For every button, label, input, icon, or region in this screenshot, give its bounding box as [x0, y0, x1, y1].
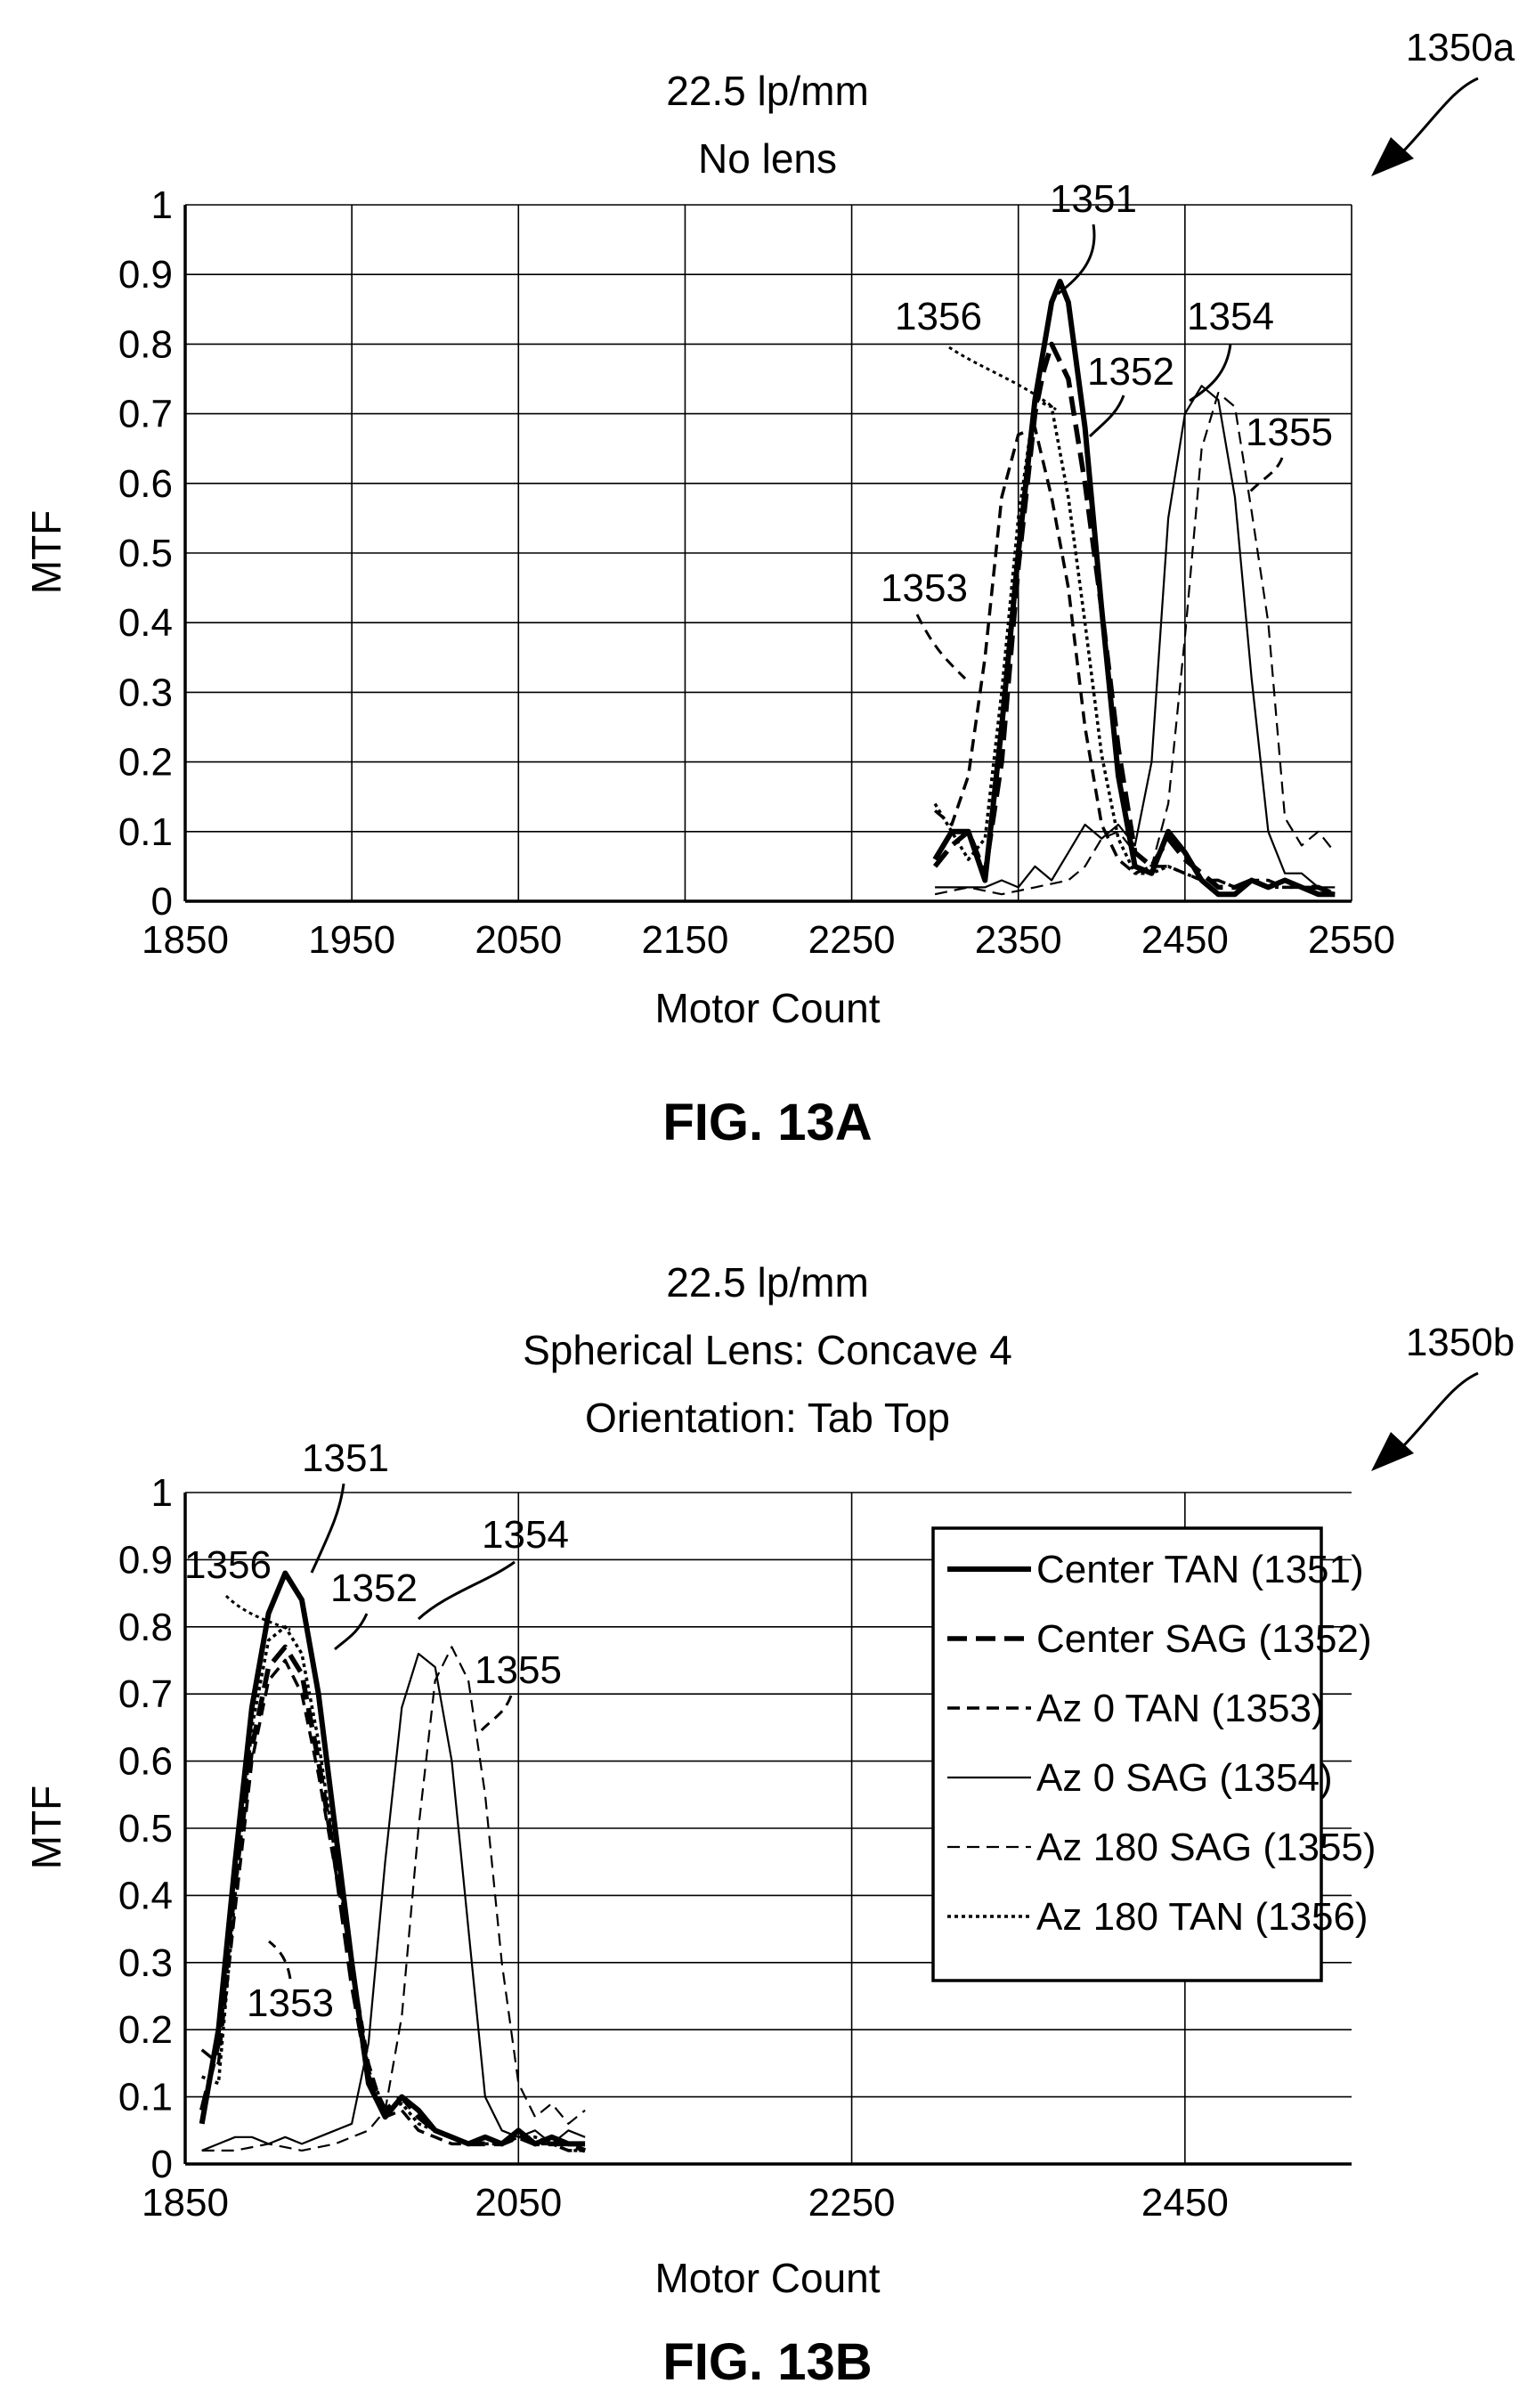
x-tick-label: 1850	[142, 918, 229, 962]
y-tick-label: 0.9	[118, 1538, 173, 1582]
y-tick-label: 1	[151, 183, 173, 227]
figure-13b: 22.5 lp/mm Spherical Lens: Concave 4 Ori…	[23, 1259, 1515, 2391]
y-tick-label: 0.8	[118, 322, 173, 366]
x-tick-label: 2550	[1308, 918, 1395, 962]
chart-b-reference-number: 1350b	[1406, 1321, 1515, 1364]
x-tick-label: 2250	[808, 2181, 896, 2225]
y-tick-label: 0.2	[118, 741, 173, 785]
gridlines	[184, 204, 1352, 902]
callout-label-1353: 1353	[247, 1981, 334, 2025]
callout-leader-1351	[310, 1483, 345, 1574]
x-tick-label: 2450	[1141, 918, 1229, 962]
callout-leader-1352	[1088, 395, 1125, 438]
callouts: 1351 1352 1353 1354 1355 1356	[184, 1436, 569, 2025]
y-tick-label: 0.7	[118, 393, 173, 436]
x-tick-label: 2450	[1141, 2181, 1229, 2225]
y-tick-label: 0.4	[118, 601, 173, 645]
y-tick-label: 0.5	[118, 1807, 173, 1851]
callout-leader-1355	[1248, 457, 1284, 493]
callout-label-1351: 1351	[1050, 177, 1137, 221]
x-tick-label: 1850	[142, 2181, 229, 2225]
callout-label-1352: 1352	[1087, 350, 1174, 394]
series-group	[199, 1570, 587, 2153]
callout-label-1354: 1354	[482, 1513, 569, 1557]
callout-leader-1353	[915, 614, 967, 680]
series-line-1353	[933, 426, 1336, 896]
callout-label-1354: 1354	[1187, 295, 1274, 338]
series-line-1355	[201, 1646, 586, 2152]
y-tick-label: 0.9	[118, 253, 173, 297]
chart-a-plot: 0 0.1 0.2 0.3 0.4 0.5 0.6 0.7 0.8 0.9 1 1850 1950 205…	[118, 177, 1395, 962]
y-tick-label: 1	[151, 1471, 173, 1515]
series-group	[932, 279, 1336, 898]
y-tick-label: 0.5	[118, 532, 173, 575]
x-tick-label: 2250	[808, 918, 896, 962]
legend: Center TAN (1351) Center SAG (1352) Az 0 T…	[931, 1526, 1377, 1982]
legend-item-1354: Az 0 SAG (1354)	[1036, 1756, 1333, 1800]
chart-b-title-line-1: 22.5 lp/mm	[666, 1259, 869, 1306]
y-tick-label: 0.6	[118, 462, 173, 506]
y-tick-label: 0.2	[118, 2008, 173, 2052]
callout-label-1355: 1355	[475, 1648, 562, 1692]
callout-leader-1351	[1057, 224, 1096, 296]
x-tick-label: 2050	[475, 918, 562, 962]
x-tick-label: 2050	[475, 2181, 562, 2225]
y-tick-label: 0.3	[118, 1941, 173, 1985]
legend-item-1356: Az 180 TAN (1356)	[1036, 1895, 1369, 1939]
chart-b-title-line-2: Spherical Lens: Concave 4	[523, 1327, 1012, 1373]
legend-item-1355: Az 180 SAG (1355)	[1036, 1826, 1377, 1869]
y-tick-label: 0.4	[118, 1874, 173, 1917]
x-tick-label: 1950	[308, 918, 395, 962]
callout-leader-1353	[268, 1940, 292, 1980]
series-line-1356	[201, 1625, 586, 2152]
figure-13a: 22.5 lp/mm No lens 1350a 0 0.1 0.2 0.3 0.4 0.…	[23, 26, 1515, 1151]
chart-a-y-axis-label: MTF	[23, 510, 69, 595]
series-line-1353	[200, 1658, 586, 2152]
y-tick-label: 0.1	[118, 810, 173, 854]
chart-a-title-line-2: No lens	[698, 135, 837, 182]
chart-b-x-axis-label: Motor Count	[654, 2255, 880, 2301]
y-tick-label: 0.8	[118, 1606, 173, 1649]
callout-label-1352: 1352	[330, 1566, 418, 1610]
x-tick-label: 2350	[975, 918, 1062, 962]
y-tick-label: 0.7	[118, 1672, 173, 1716]
chart-a-x-axis-label: Motor Count	[654, 985, 880, 1031]
chart-b-reference-arrow	[1371, 1371, 1479, 1471]
callout-leader-1352	[334, 1613, 369, 1651]
callout-label-1356: 1356	[895, 295, 982, 338]
figure-13a-caption: FIG. 13A	[662, 1094, 872, 1151]
x-tick-label: 2150	[641, 918, 728, 962]
callout-label-1355: 1355	[1246, 411, 1333, 454]
chart-a-reference-arrow	[1371, 77, 1479, 176]
series-line-1352	[932, 341, 1336, 897]
legend-box	[931, 1526, 1323, 1982]
chart-b-plot: 0 0.1 0.2 0.3 0.4 0.5 0.6 0.7 0.8 0.9 1 1850 2050 225…	[118, 1436, 1377, 2225]
chart-b-y-axis-label: MTF	[23, 1786, 69, 1870]
y-tick-label: 0.6	[118, 1740, 173, 1784]
callouts: 1351 1352 1353 1354 1355 1356	[881, 177, 1333, 680]
y-tick-label: 0	[151, 880, 173, 923]
y-tick-label: 0	[151, 2143, 173, 2186]
callout-label-1356: 1356	[184, 1543, 272, 1587]
series-line-1356	[933, 398, 1336, 896]
figure-13b-caption: FIG. 13B	[662, 2333, 872, 2391]
chart-a-title-line-1: 22.5 lp/mm	[666, 68, 869, 114]
series-line-1355	[934, 392, 1336, 896]
callout-leader-1356	[224, 1594, 291, 1631]
chart-a-reference-number: 1350a	[1406, 26, 1515, 69]
callout-leader-1354	[1189, 343, 1232, 403]
chart-b-title-line-3: Orientation: Tab Top	[585, 1395, 950, 1441]
y-tick-label: 0.1	[118, 2076, 173, 2119]
legend-item-1352: Center SAG (1352)	[1036, 1617, 1372, 1661]
callout-leader-1354	[417, 1560, 516, 1621]
series-line-1354	[935, 385, 1336, 889]
callout-label-1351: 1351	[302, 1436, 389, 1480]
y-tick-label: 0.3	[118, 671, 173, 714]
legend-item-1351: Center TAN (1351)	[1036, 1548, 1364, 1591]
legend-item-1353: Az 0 TAN (1353)	[1036, 1687, 1325, 1730]
callout-leader-1355	[477, 1695, 513, 1734]
callout-label-1353: 1353	[881, 566, 968, 610]
callout-leader-1356	[948, 346, 1057, 411]
